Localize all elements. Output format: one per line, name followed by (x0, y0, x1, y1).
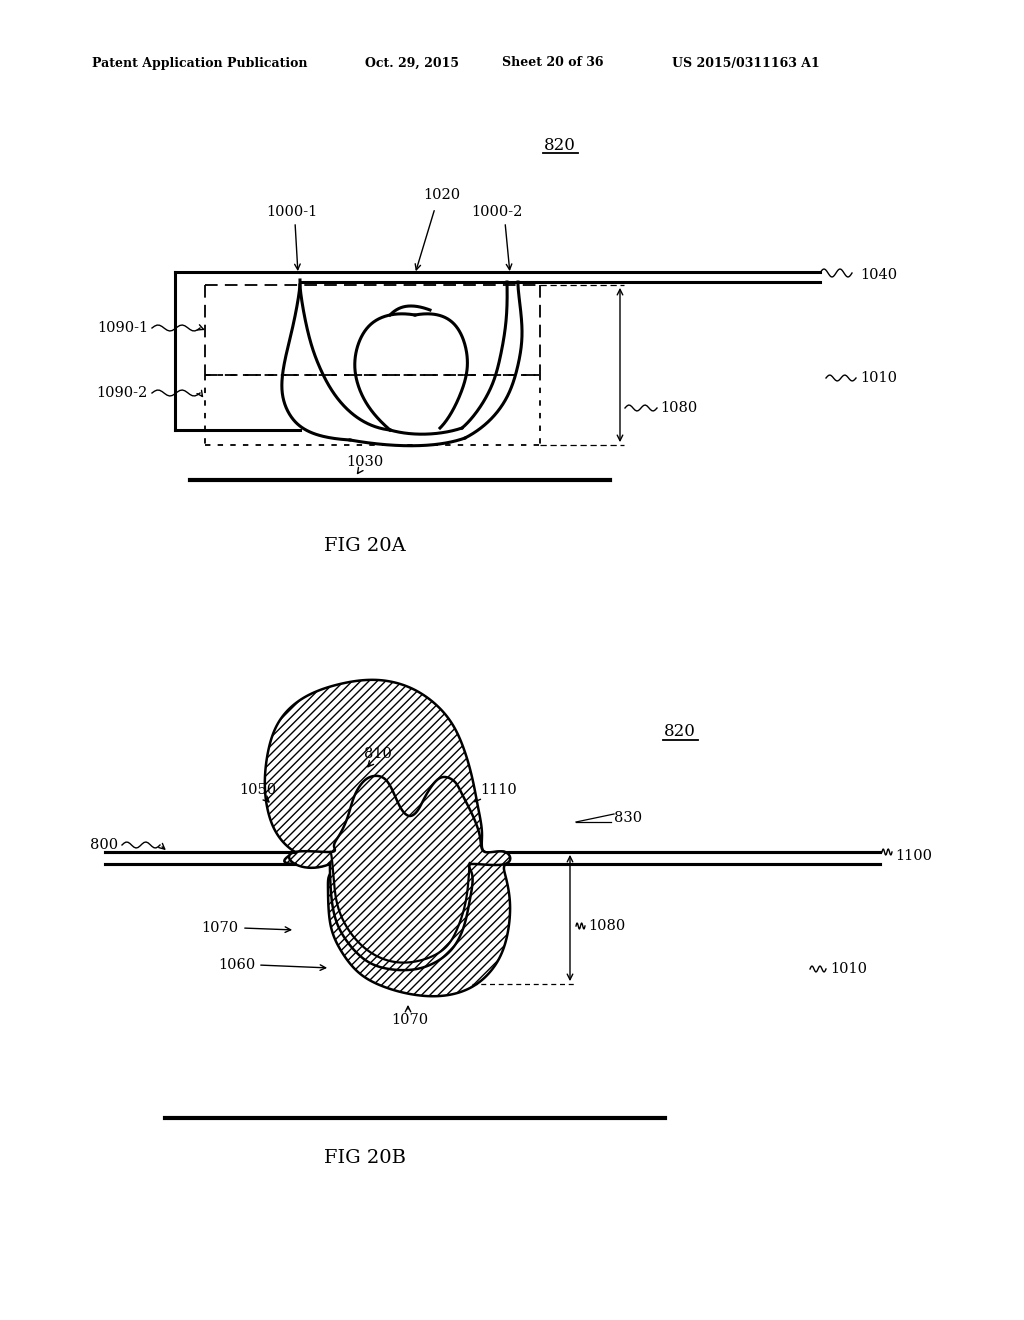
Text: 1070: 1070 (391, 1012, 429, 1027)
Text: 820: 820 (664, 723, 696, 741)
Text: 800: 800 (90, 838, 118, 851)
Text: 820: 820 (544, 136, 575, 153)
Text: FIG 20B: FIG 20B (324, 1148, 406, 1167)
Polygon shape (265, 680, 510, 997)
Text: 1000-2: 1000-2 (471, 205, 522, 219)
Text: 1050: 1050 (240, 783, 276, 797)
Text: 1060: 1060 (218, 958, 255, 972)
Text: 1090-1: 1090-1 (97, 321, 148, 335)
Text: 830: 830 (614, 810, 642, 825)
Text: 1040: 1040 (860, 268, 897, 282)
Text: 1090-2: 1090-2 (96, 385, 148, 400)
Text: 1000-1: 1000-1 (266, 205, 317, 219)
Text: 1100: 1100 (895, 849, 932, 863)
Text: FIG 20A: FIG 20A (325, 537, 406, 554)
Text: 1030: 1030 (346, 455, 384, 469)
Text: 1110: 1110 (480, 783, 517, 797)
Text: Sheet 20 of 36: Sheet 20 of 36 (502, 57, 603, 70)
Text: 1020: 1020 (424, 187, 461, 202)
Text: Patent Application Publication: Patent Application Publication (92, 57, 307, 70)
Polygon shape (289, 776, 510, 970)
Text: Oct. 29, 2015: Oct. 29, 2015 (365, 57, 459, 70)
Text: US 2015/0311163 A1: US 2015/0311163 A1 (672, 57, 820, 70)
Text: 1080: 1080 (660, 401, 697, 414)
Text: 1070: 1070 (201, 921, 238, 935)
Text: 1080: 1080 (588, 919, 626, 933)
Text: 1010: 1010 (860, 371, 897, 385)
Text: 810: 810 (365, 747, 392, 762)
Text: 1010: 1010 (830, 962, 867, 975)
